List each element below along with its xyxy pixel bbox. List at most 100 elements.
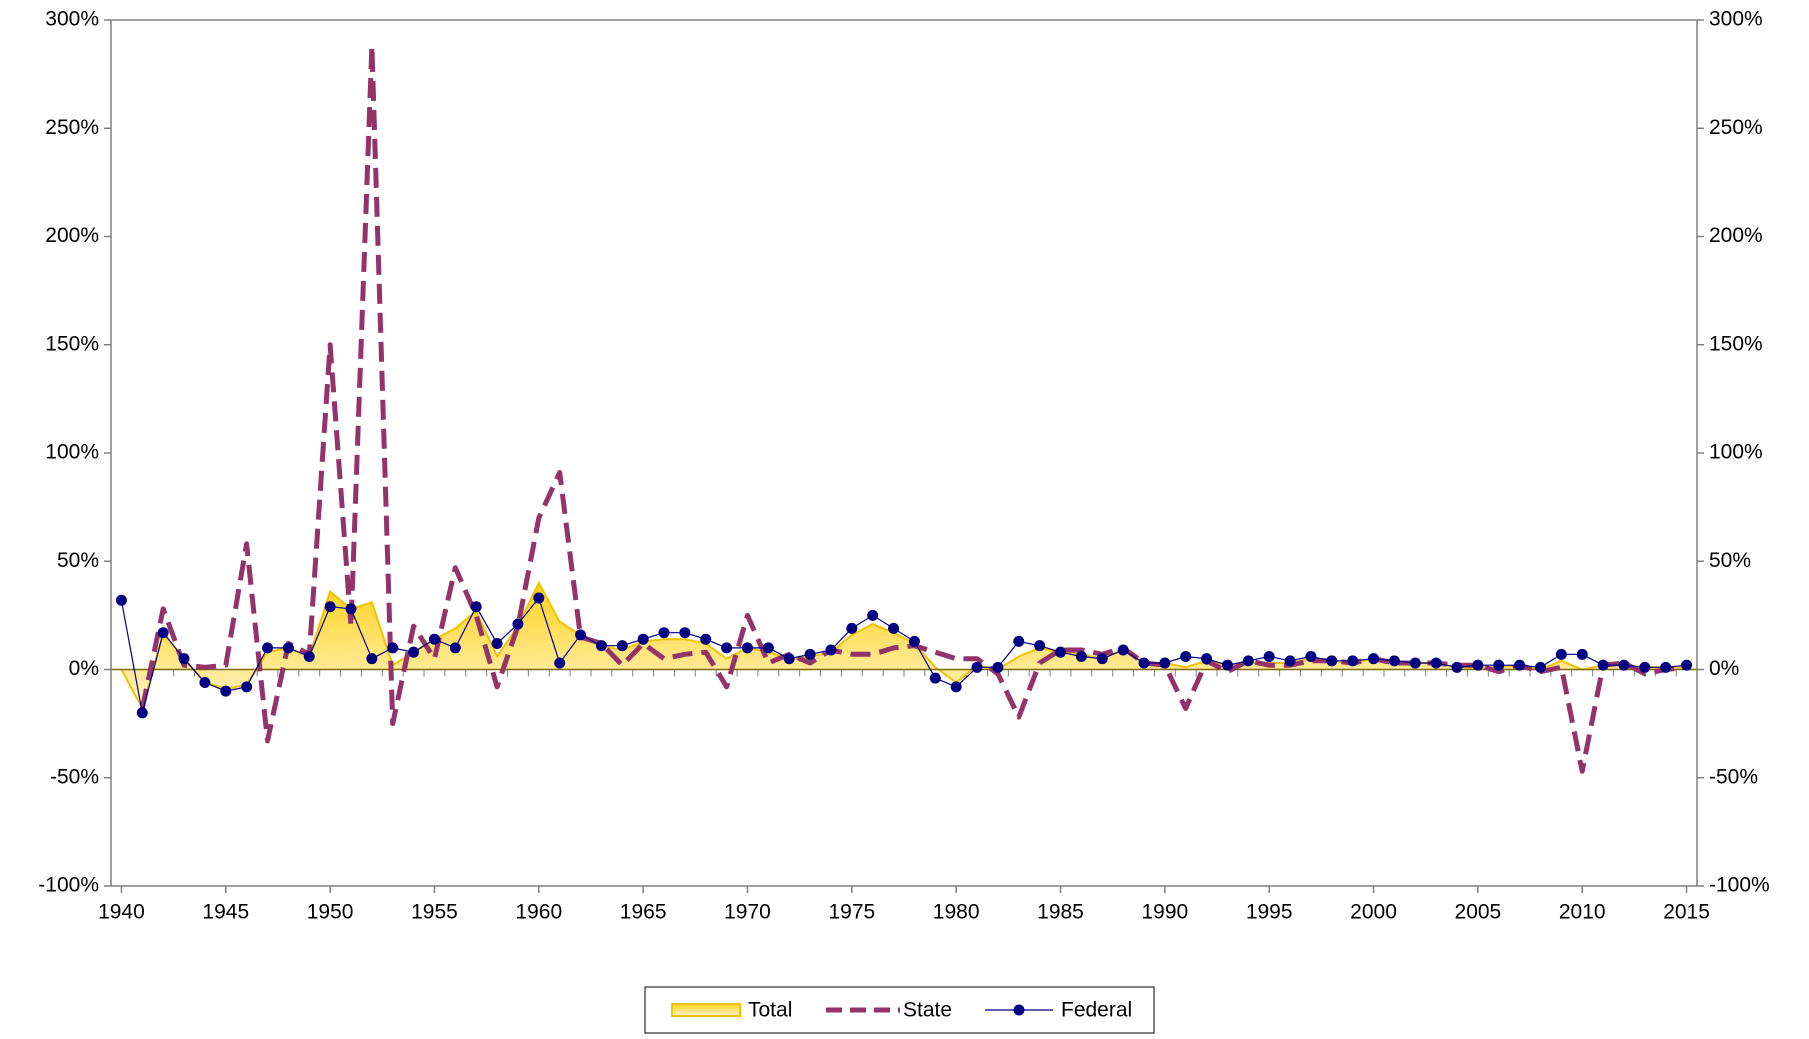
marker xyxy=(220,685,232,697)
marker xyxy=(1055,646,1067,658)
marker xyxy=(408,646,420,658)
marker xyxy=(1159,657,1171,669)
marker xyxy=(1305,651,1317,663)
marker xyxy=(157,627,169,639)
marker xyxy=(1075,651,1087,663)
marker xyxy=(199,676,211,688)
y-tick-label: 100% xyxy=(45,441,99,464)
marker xyxy=(178,653,190,665)
marker xyxy=(721,642,733,654)
marker xyxy=(1326,655,1338,667)
marker xyxy=(1430,657,1442,669)
marker xyxy=(1242,655,1254,667)
marker xyxy=(1263,651,1275,663)
x-tick-label: 1940 xyxy=(98,901,145,924)
x-tick-label: 1985 xyxy=(1037,901,1084,924)
marker xyxy=(554,657,566,669)
marker xyxy=(1576,648,1588,660)
marker xyxy=(846,622,858,634)
marker xyxy=(637,633,649,645)
marker xyxy=(1013,635,1025,647)
x-tick-label: 2015 xyxy=(1663,901,1710,924)
y2-tick-label: 200% xyxy=(1709,224,1763,247)
marker xyxy=(1138,657,1150,669)
marker xyxy=(1409,657,1421,669)
legend-swatch xyxy=(671,1003,741,1017)
marker xyxy=(449,642,461,654)
marker xyxy=(992,661,1004,673)
y2-tick-label: 100% xyxy=(1709,441,1763,464)
x-tick-label: 2010 xyxy=(1559,901,1606,924)
marker xyxy=(1660,661,1672,673)
marker xyxy=(1221,659,1233,671)
y-tick-label: -100% xyxy=(38,874,99,897)
marker xyxy=(345,603,357,615)
plot-frame xyxy=(110,19,1698,887)
y2-tick-label: -100% xyxy=(1709,874,1770,897)
marker xyxy=(428,633,440,645)
y2-tick-label: 150% xyxy=(1709,332,1763,355)
marker xyxy=(616,640,628,652)
marker xyxy=(1117,644,1129,656)
marker xyxy=(1180,651,1192,663)
x-tick-label: 1970 xyxy=(724,901,771,924)
marker xyxy=(1451,661,1463,673)
marker xyxy=(679,627,691,639)
marker xyxy=(1347,655,1359,667)
marker xyxy=(303,651,315,663)
marker xyxy=(1284,655,1296,667)
marker xyxy=(1597,659,1609,671)
marker xyxy=(762,642,774,654)
marker xyxy=(1493,659,1505,671)
series-line xyxy=(120,596,1687,713)
marker xyxy=(908,635,920,647)
marker xyxy=(1639,661,1651,673)
x-tick-label: 2005 xyxy=(1455,901,1502,924)
legend-label: Total xyxy=(748,999,792,1022)
marker xyxy=(888,622,900,634)
marker xyxy=(950,681,962,693)
y-tick-label: 300% xyxy=(45,8,99,31)
marker xyxy=(595,640,607,652)
marker xyxy=(387,642,399,654)
marker xyxy=(1034,640,1046,652)
x-tick-label: 1995 xyxy=(1246,901,1293,924)
y2-tick-label: 250% xyxy=(1709,116,1763,139)
marker xyxy=(783,653,795,665)
marker xyxy=(929,672,941,684)
x-tick-label: 1960 xyxy=(515,901,562,924)
marker xyxy=(1618,659,1630,671)
marker xyxy=(136,707,148,719)
marker xyxy=(491,638,503,650)
y2-tick-label: 0% xyxy=(1709,657,1739,680)
x-tick-label: 1990 xyxy=(1141,901,1188,924)
legend-label: Federal xyxy=(1061,999,1132,1022)
marker xyxy=(282,642,294,654)
y-tick-label: 200% xyxy=(45,224,99,247)
marker xyxy=(262,642,274,654)
y-tick-label: 250% xyxy=(45,116,99,139)
marker xyxy=(867,609,879,621)
x-tick-label: 2000 xyxy=(1350,901,1397,924)
marker xyxy=(533,592,545,604)
marker xyxy=(324,601,336,613)
marker xyxy=(1388,655,1400,667)
marker xyxy=(1681,659,1693,671)
x-tick-label: 1975 xyxy=(828,901,875,924)
y-tick-label: 0% xyxy=(69,657,99,680)
y2-tick-label: 50% xyxy=(1709,549,1751,572)
marker xyxy=(700,633,712,645)
y-tick-label: 150% xyxy=(45,332,99,355)
area-fill xyxy=(121,582,1687,709)
marker xyxy=(804,648,816,660)
marker xyxy=(825,644,837,656)
x-tick-label: 1945 xyxy=(202,901,249,924)
marker xyxy=(741,642,753,654)
y2-tick-label: 300% xyxy=(1709,8,1763,31)
x-tick-label: 1955 xyxy=(411,901,458,924)
marker xyxy=(366,653,378,665)
x-tick-label: 1965 xyxy=(620,901,667,924)
marker xyxy=(1472,659,1484,671)
marker xyxy=(575,629,587,641)
